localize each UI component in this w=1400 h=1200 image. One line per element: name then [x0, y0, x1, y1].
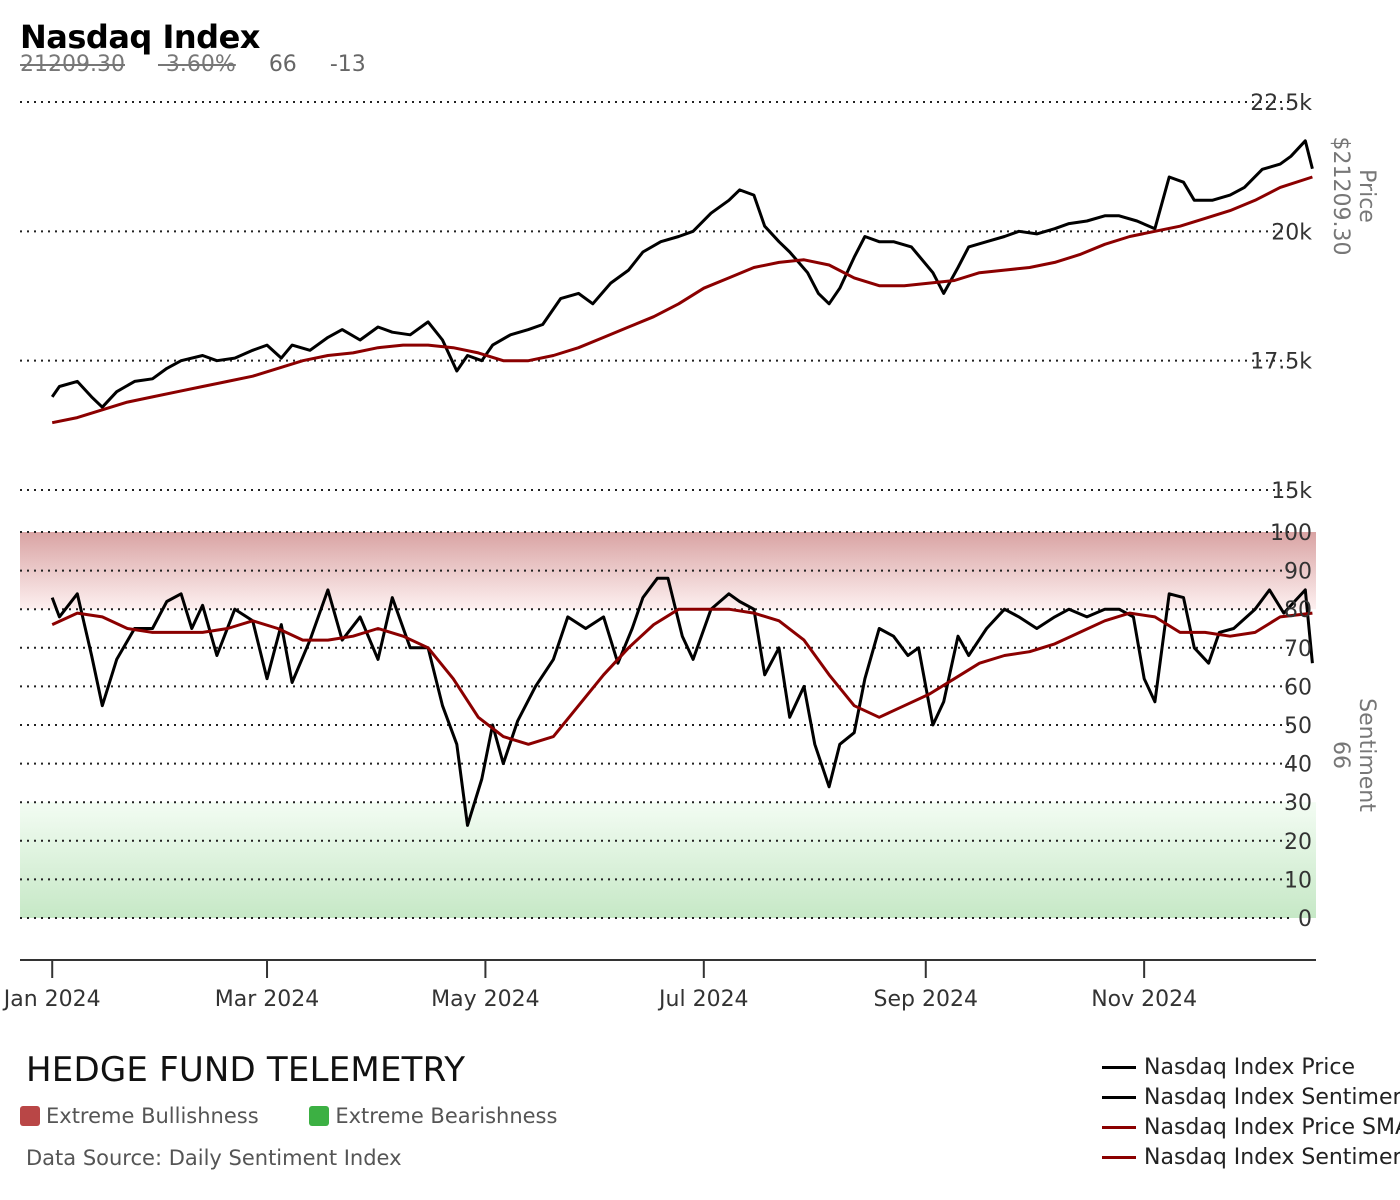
band-extreme-bearishness: [20, 802, 1316, 918]
legend-item-sentiment-sma[interactable]: Nasdaq Index Sentiment SMA: [1102, 1142, 1400, 1172]
legend: Nasdaq Index Price Nasdaq Index Sentimen…: [1102, 1052, 1400, 1172]
bear-swatch-icon: [309, 1106, 330, 1126]
data-source: Data Source: Daily Sentiment Index: [26, 1146, 402, 1170]
sentiment-tick-label: 10: [1284, 868, 1312, 893]
chart-title: Nasdaq Index: [20, 18, 260, 56]
legend-item-price-sma[interactable]: Nasdaq Index Price SMA: [1102, 1112, 1400, 1142]
x-tick-label: Nov 2024: [1091, 987, 1197, 1012]
legend-line-icon: [1102, 1125, 1136, 1129]
legend-label: Nasdaq Index Sentiment SMA: [1144, 1144, 1400, 1170]
legend-item-sentiment[interactable]: Nasdaq Index Sentiment: [1102, 1082, 1400, 1112]
sentiment-tick-label: 60: [1284, 675, 1312, 700]
sentiment-tick-label: 100: [1270, 521, 1312, 546]
series-nasdaq-index-sentiment-sma: [51, 607, 1313, 746]
legend-label: Nasdaq Index Sentiment: [1144, 1084, 1400, 1110]
legend-label: Nasdaq Index Price: [1144, 1054, 1356, 1080]
axes: 15k 17.5k 20k 22.5k Price$21209.30 0 10 20 30 40 5…: [2, 91, 1379, 1012]
x-tick-label: Mar 2024: [215, 987, 320, 1012]
legend-line-icon: [1102, 1095, 1136, 1099]
legend-line-icon: [1102, 1155, 1136, 1159]
price-tick-label: 15k: [1271, 479, 1312, 504]
sentiment-tick-label: 50: [1284, 714, 1312, 739]
sentiment-tick-label: 40: [1284, 753, 1312, 778]
series-nasdaq-index-price: [50, 139, 1314, 409]
price-tick-label: 20k: [1271, 220, 1312, 245]
series-nasdaq-index-sentiment: [50, 576, 1314, 827]
zone-label-bull: Extreme Bullishness: [46, 1104, 259, 1128]
sentiment-change: -13: [329, 52, 366, 77]
brand-name: HEDGE FUND TELEMETRY: [26, 1050, 466, 1090]
price-axis-title: Price: [1354, 169, 1379, 223]
zone-extreme-bearishness: Extreme Bearishness: [309, 1104, 557, 1128]
legend-item-price[interactable]: Nasdaq Index Price: [1102, 1052, 1400, 1082]
bull-swatch-icon: [20, 1106, 40, 1126]
series-lines: [50, 139, 1314, 827]
sentiment-axis-value: 66: [1328, 741, 1353, 769]
legend-line-icon: [1102, 1065, 1136, 1069]
sentiment-tick-label: 90: [1284, 560, 1312, 585]
sentiment-axis-title: Sentiment: [1354, 698, 1379, 812]
x-tick-label: May 2024: [431, 987, 539, 1012]
sentiment-tick-label: 70: [1284, 637, 1312, 662]
zone-label-bear: Extreme Bearishness: [335, 1104, 558, 1128]
header-stats: 21209.30 -3.60% 66 -13: [20, 52, 392, 77]
price-axis-value: $21209.30: [1328, 137, 1353, 256]
current-sentiment: 66: [268, 52, 297, 77]
sentiment-tick-label: 0: [1298, 907, 1312, 932]
price-change-pct: -3.60%: [157, 52, 236, 77]
band-extreme-bullishness: [20, 532, 1316, 610]
current-price: 21209.30: [20, 52, 125, 77]
x-tick-label: Jul 2024: [657, 987, 749, 1012]
sentiment-tick-label: 30: [1284, 791, 1312, 816]
price-tick-label: 17.5k: [1250, 350, 1312, 375]
sentiment-tick-label: 20: [1284, 830, 1312, 855]
sentiment-bands: [20, 532, 1316, 918]
series-nasdaq-index-price-sma: [51, 175, 1313, 425]
title-block: Nasdaq Index: [20, 18, 260, 56]
sentiment-tick-label: 80: [1284, 598, 1312, 623]
legend-label: Nasdaq Index Price SMA: [1144, 1114, 1400, 1140]
x-tick-label: Jan 2024: [2, 987, 101, 1012]
grid-lines: [20, 101, 1290, 919]
zone-key: Extreme Bullishness Extreme Bearishness: [20, 1104, 601, 1131]
x-tick-label: Sep 2024: [874, 987, 978, 1012]
zone-extreme-bullishness: Extreme Bullishness: [20, 1104, 259, 1128]
price-tick-label: 22.5k: [1250, 91, 1312, 116]
